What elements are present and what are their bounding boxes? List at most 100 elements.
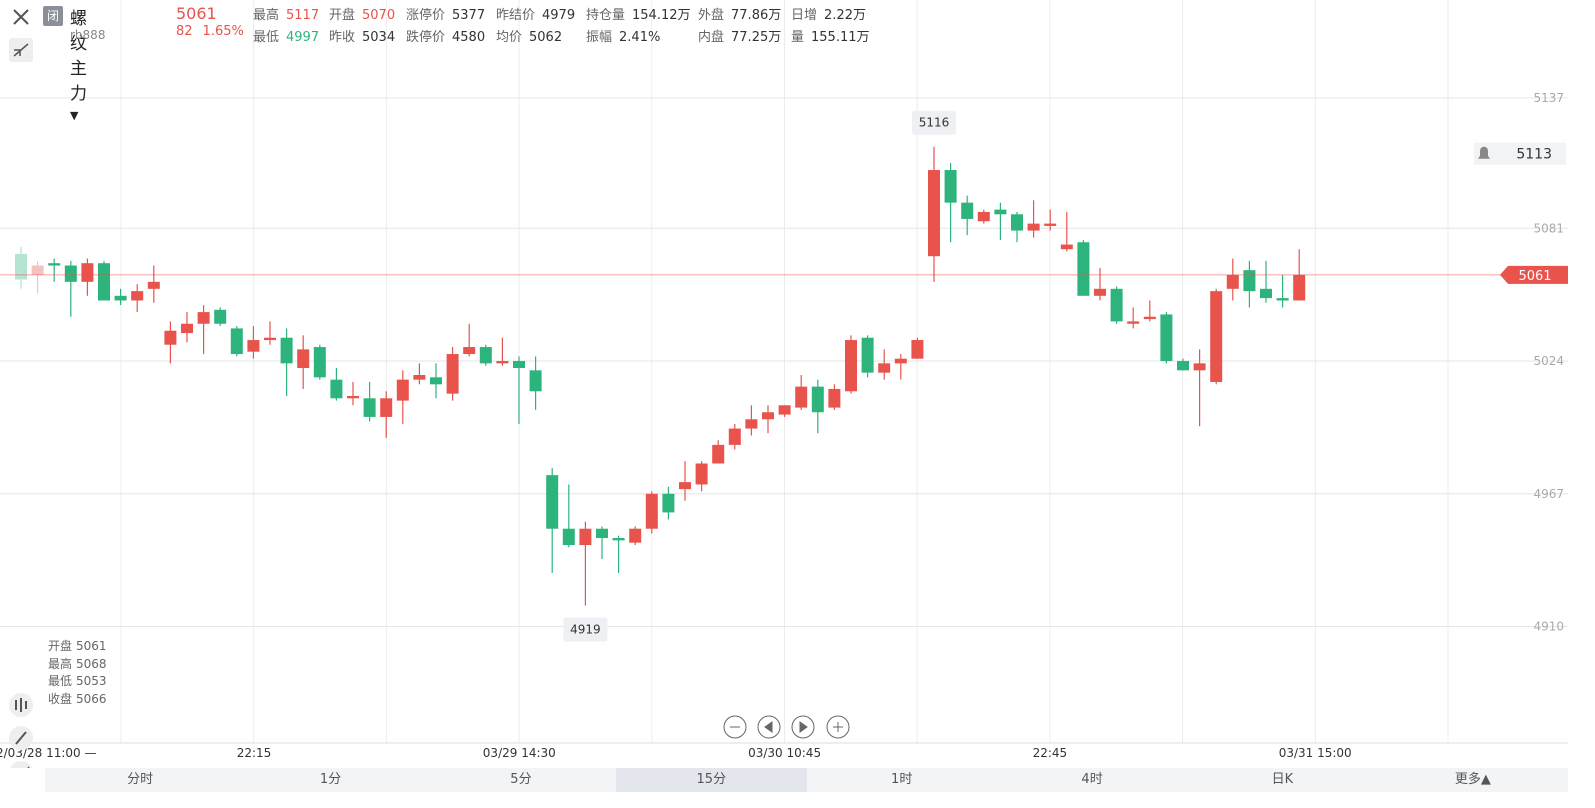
- controls[interactable]: [723, 715, 850, 739]
- candle-body: [1210, 291, 1223, 382]
- stat-label: 均价: [496, 30, 523, 45]
- extreme-label: 4919: [570, 623, 601, 637]
- stat-value: 154.12万: [632, 8, 691, 23]
- candle: [131, 284, 144, 313]
- candle-body: [994, 209, 1007, 215]
- x-tick-label: 03/29 14:30: [483, 746, 556, 760]
- candle-body: [297, 349, 310, 369]
- candle: [479, 344, 492, 366]
- candle-body: [1094, 288, 1106, 296]
- candle-body: [380, 398, 393, 417]
- stat: 振幅 2.41%: [586, 26, 698, 45]
- candle: [845, 335, 857, 394]
- stat-cell: 内盘 77.25万: [698, 30, 781, 45]
- candle: [380, 391, 393, 438]
- candle-body: [612, 538, 625, 541]
- candle-body: [280, 337, 293, 364]
- stat-label: 最低: [253, 30, 280, 45]
- stat-cell: 振幅 2.41%: [586, 30, 660, 45]
- ohlc-value: 5068: [76, 656, 107, 671]
- tab[interactable]: 1时: [891, 772, 913, 787]
- stat-label: 量: [791, 30, 805, 45]
- candle-body: [728, 428, 741, 445]
- candle: [15, 246, 27, 289]
- chart-type-button[interactable]: [9, 761, 33, 768]
- candle-body: [1011, 214, 1023, 231]
- stat-label: 最高: [253, 8, 280, 23]
- candle: [762, 405, 774, 434]
- stat-value: 4580: [452, 30, 486, 45]
- candle-body: [1143, 316, 1156, 320]
- candle: [280, 328, 293, 396]
- candle: [1193, 349, 1206, 427]
- tab[interactable]: 5分: [510, 772, 532, 787]
- tab[interactable]: 1分: [319, 772, 342, 787]
- stat: 日增 2.22万: [791, 4, 881, 23]
- candle: [695, 461, 708, 492]
- candle: [1110, 286, 1123, 324]
- candle: [745, 405, 758, 436]
- candle: [1127, 307, 1140, 329]
- candle: [679, 461, 691, 501]
- candle: [894, 354, 907, 380]
- candle: [662, 486, 675, 520]
- candle: [1077, 239, 1090, 296]
- ohlc-label: 最高: [48, 656, 73, 671]
- candle: [1011, 211, 1023, 243]
- chart-body: 4910 4967 5024 5081 5137 2/03/28 11:00 — 22:15…: [0, 0, 1568, 760]
- stat-cell: 外盘 77.86万: [698, 8, 781, 23]
- stat-cell: 日增 2.22万: [791, 8, 866, 23]
- stats: 最高 5117 开盘 5070 涨停价 5377 昨结价 4979 持仓量 154.12万 外盘 77…: [253, 4, 881, 45]
- y-tick-label: 4967: [1533, 487, 1564, 501]
- ohlc-label: 开盘: [48, 639, 73, 653]
- candle-body: [928, 170, 940, 257]
- stat-cell: 量 155.11万: [791, 30, 870, 45]
- stat: 昨收 5034: [329, 26, 406, 45]
- chart: 4910 4967 5024 5081 5137 2/03/28 11:00 — 22:15…: [0, 0, 1568, 768]
- candle-body: [1110, 288, 1123, 322]
- ohlc-row: 最高 5068: [48, 656, 107, 674]
- stat-cell: 开盘 5070: [329, 8, 395, 23]
- symbol[interactable]: 螺纹主力 ▼: [70, 4, 87, 124]
- tab[interactable]: 日K: [1271, 772, 1294, 787]
- ohlc-row: 最低 5053: [48, 673, 107, 691]
- tab[interactable]: 更多▲: [1454, 772, 1491, 787]
- candle: [1276, 274, 1289, 308]
- candle: [811, 379, 824, 434]
- ohlc-label: 收盘: [48, 691, 73, 706]
- period-tabs: 分时 1分 5分 15分 1时 4时 日K 更多▲: [45, 768, 1568, 792]
- candle: [413, 363, 426, 385]
- candle-body: [396, 379, 409, 401]
- candle: [1210, 288, 1223, 385]
- candle-body: [513, 361, 525, 369]
- candle: [728, 423, 741, 450]
- candle-body: [131, 291, 144, 301]
- ohlc-overlay: 开盘 5061 最高 5068 最低 5053 收盘 5066: [48, 638, 107, 708]
- candle: [795, 374, 808, 410]
- stat-value: 5062: [529, 30, 563, 45]
- stat: 最高 5117: [253, 4, 329, 23]
- candle-body: [562, 528, 575, 546]
- candle: [1260, 260, 1272, 303]
- candle-body: [695, 463, 708, 485]
- candle: [81, 258, 94, 296]
- ohlc-value: 5053: [76, 674, 107, 688]
- candle: [147, 265, 160, 303]
- stat-value: 155.11万: [811, 30, 870, 45]
- tab[interactable]: 分时: [127, 772, 154, 787]
- candle: [712, 440, 725, 464]
- tab[interactable]: 4时: [1081, 772, 1103, 787]
- candle-body: [1077, 242, 1090, 296]
- candle: [181, 312, 193, 343]
- candle-body: [1276, 298, 1289, 301]
- candle-body: [911, 340, 924, 359]
- stat-label: 跌停价: [406, 30, 446, 45]
- tab[interactable]: 15分: [616, 768, 807, 792]
- candle: [1243, 260, 1256, 308]
- candle-body: [114, 295, 127, 301]
- last-price-label: 5061: [1518, 269, 1551, 284]
- stat-label: 外盘: [698, 8, 725, 23]
- candle: [1160, 312, 1173, 364]
- close-button[interactable]: [13, 9, 29, 25]
